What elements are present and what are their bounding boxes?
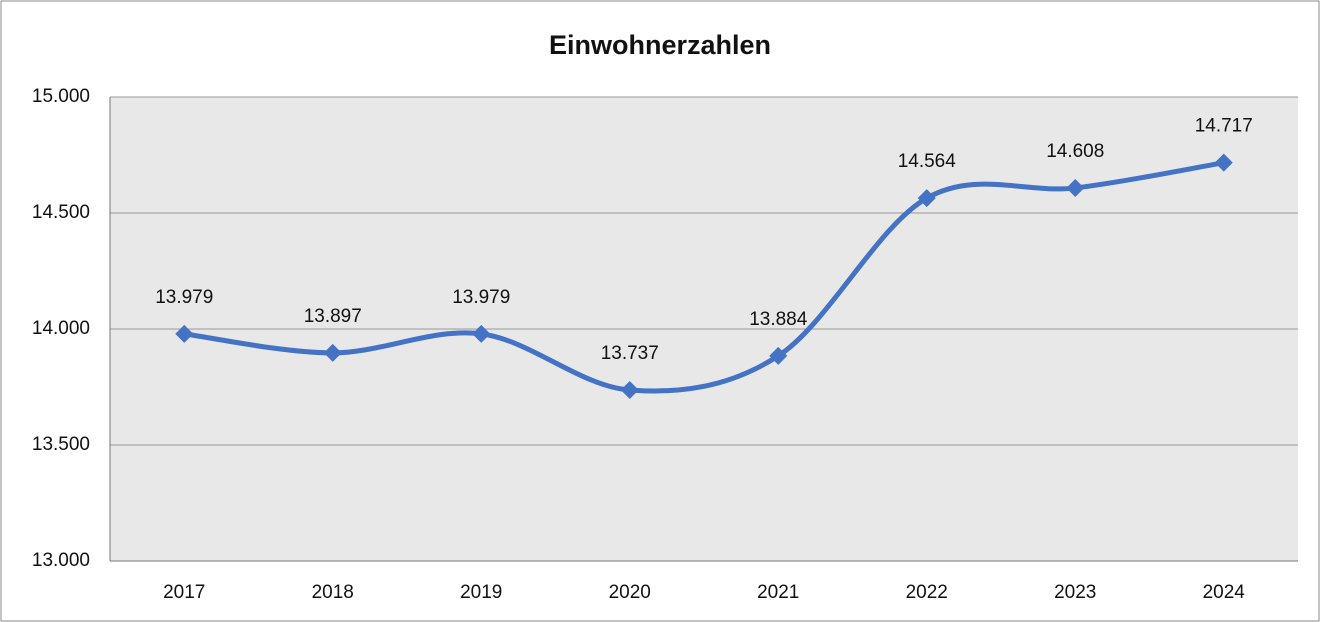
- y-tick-label: 14.500: [32, 202, 90, 223]
- chart-title: Einwohnerzahlen: [549, 30, 771, 60]
- x-tick-label: 2020: [609, 582, 651, 603]
- data-label: 13.979: [155, 287, 213, 308]
- y-tick-label: 15.000: [32, 86, 90, 107]
- data-label: 14.608: [1046, 141, 1104, 162]
- point-marker: [472, 324, 491, 343]
- y-tick-label: 13.500: [32, 434, 90, 455]
- point-marker: [620, 381, 639, 400]
- point-marker: [769, 346, 788, 365]
- y-tick-label: 14.000: [32, 318, 90, 339]
- data-label: 14.717: [1195, 116, 1253, 137]
- x-tick-label: 2017: [163, 582, 205, 603]
- point-marker: [175, 324, 194, 343]
- point-marker: [1066, 178, 1085, 197]
- x-tick-label: 2024: [1203, 582, 1246, 603]
- x-tick-label: 2021: [757, 582, 799, 603]
- series-line: [181, 160, 1227, 394]
- point-marker: [917, 189, 936, 208]
- x-tick-label: 2023: [1054, 582, 1096, 603]
- data-label: 14.564: [898, 151, 957, 172]
- data-label: 13.737: [601, 343, 659, 364]
- data-label: 13.897: [304, 306, 362, 327]
- y-tick-label: 13.000: [32, 550, 90, 571]
- x-tick-label: 2018: [312, 582, 354, 603]
- point-marker: [1214, 153, 1233, 172]
- point-marker: [323, 343, 342, 362]
- data-label: 13.979: [452, 287, 510, 308]
- x-tick-label: 2022: [906, 582, 948, 603]
- x-tick-label: 2019: [460, 582, 502, 603]
- data-label: 13.884: [749, 309, 808, 330]
